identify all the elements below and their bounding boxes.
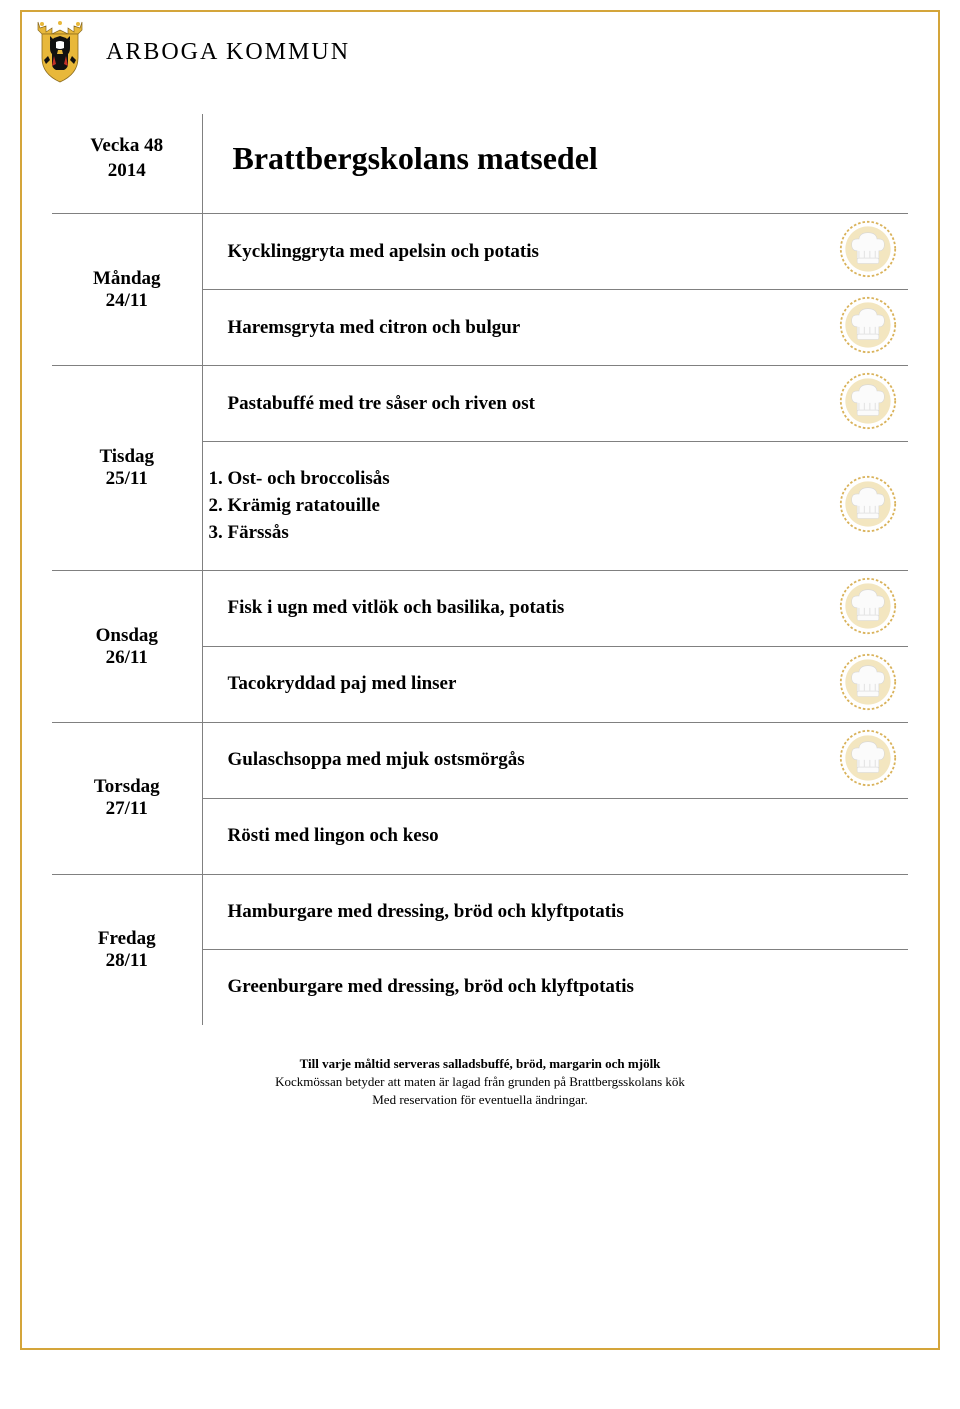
list-item: Ost- och broccolisås <box>228 466 819 493</box>
meal-icon-cell <box>828 647 908 723</box>
footer: Till varje måltid serveras salladsbuffé,… <box>22 1025 938 1120</box>
meal-icon-cell <box>828 290 908 366</box>
meal-icon-cell <box>828 874 908 950</box>
week-year: 2014 <box>108 160 146 181</box>
day-date: 25/11 <box>106 468 148 489</box>
day-name: Onsdag <box>96 625 158 646</box>
table-row: Torsdag27/11Gulaschsoppa med mjuk ostsmö… <box>52 723 908 799</box>
meal-icon-cell <box>828 799 908 875</box>
day-cell: Torsdag27/11 <box>52 723 202 875</box>
table-row: Fredag28/11Hamburgare med dressing, bröd… <box>52 874 908 950</box>
day-name: Måndag <box>93 268 161 289</box>
meal-cell: Fisk i ugn med vitlök och basilika, pota… <box>202 571 828 647</box>
day-date: 26/11 <box>106 647 148 668</box>
meal-cell: Greenburgare med dressing, bröd och klyf… <box>202 950 828 1025</box>
chef-hat-icon <box>839 265 897 282</box>
meal-cell: Haremsgryta med citron och bulgur <box>202 290 828 366</box>
org-name: ARBOGA KOMMUN <box>106 39 350 66</box>
meal-cell: Kycklinggryta med apelsin och potatis <box>202 214 828 290</box>
meal-cell: Pastabuffé med tre såser och riven ost <box>202 366 828 442</box>
meal-cell: Hamburgare med dressing, bröd och klyftp… <box>202 874 828 950</box>
menu-title: Brattbergskolans matsedel <box>213 136 899 181</box>
title-row: Vecka 48 2014 Brattbergskolans matsedel <box>52 114 908 214</box>
chef-hat-icon <box>839 774 897 791</box>
day-cell: Måndag24/11 <box>52 214 202 366</box>
table-row: Måndag24/11Kycklinggryta med apelsin och… <box>52 214 908 290</box>
footer-line-3: Med reservation för eventuella ändringar… <box>42 1091 918 1109</box>
meal-icon-cell <box>828 214 908 290</box>
day-date: 24/11 <box>106 290 148 311</box>
meal-icon-cell <box>828 366 908 442</box>
list-item: Färssås <box>228 520 819 547</box>
day-date: 27/11 <box>106 798 148 819</box>
meal-cell: Tacokryddad paj med linser <box>202 647 828 723</box>
chef-hat-icon <box>839 417 897 434</box>
day-name: Fredag <box>98 928 156 949</box>
chef-hat-icon <box>839 622 897 639</box>
meal-cell: Ost- och broccolisåsKrämig ratatouilleFä… <box>202 442 828 571</box>
chef-hat-icon <box>839 341 897 358</box>
sauce-list: Ost- och broccolisåsKrämig ratatouilleFä… <box>228 466 819 546</box>
day-name: Torsdag <box>94 776 160 797</box>
meal-icon-cell <box>828 950 908 1025</box>
day-cell: Onsdag26/11 <box>52 571 202 723</box>
chef-hat-icon <box>839 698 897 715</box>
page: ARBOGA KOMMUN Vecka 48 2014 Brattbergsko… <box>0 0 960 1409</box>
table-row: Tisdag25/11Pastabuffé med tre såser och … <box>52 366 908 442</box>
list-item: Krämig ratatouille <box>228 493 819 520</box>
header: ARBOGA KOMMUN <box>22 12 938 94</box>
footer-line-2: Kockmössan betyder att maten är lagad fr… <box>42 1073 918 1091</box>
day-cell: Tisdag25/11 <box>52 366 202 571</box>
day-date: 28/11 <box>106 950 148 971</box>
meal-icon-cell <box>828 723 908 799</box>
municipal-crest-icon <box>32 20 88 84</box>
week-number: Vecka 48 <box>90 135 163 156</box>
menu-table: Vecka 48 2014 Brattbergskolans matsedel … <box>52 114 908 1025</box>
day-name: Tisdag <box>99 446 154 467</box>
meal-cell: Rösti med lingon och keso <box>202 799 828 875</box>
footer-line-1: Till varje måltid serveras salladsbuffé,… <box>42 1055 918 1073</box>
chef-hat-icon <box>839 520 897 537</box>
content-frame: ARBOGA KOMMUN Vecka 48 2014 Brattbergsko… <box>20 10 940 1350</box>
meal-cell: Gulaschsoppa med mjuk ostsmörgås <box>202 723 828 799</box>
day-cell: Fredag28/11 <box>52 874 202 1025</box>
table-row: Onsdag26/11Fisk i ugn med vitlök och bas… <box>52 571 908 647</box>
meal-icon-cell <box>828 571 908 647</box>
meal-icon-cell <box>828 442 908 571</box>
week-label: Vecka 48 2014 <box>62 134 192 183</box>
